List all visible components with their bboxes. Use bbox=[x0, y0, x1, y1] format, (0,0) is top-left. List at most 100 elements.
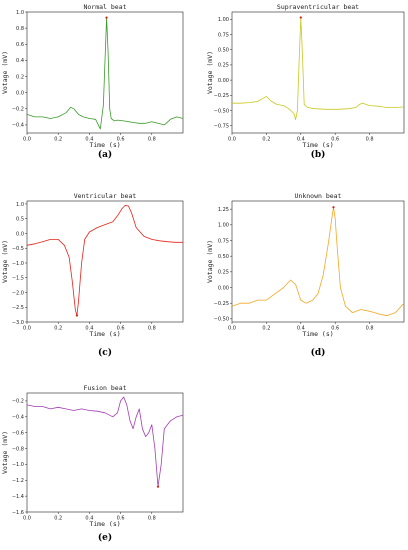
x-tick-label: 0.6 bbox=[117, 326, 125, 332]
x-tick-label: 0.4 bbox=[85, 326, 93, 332]
x-tick-label: 0.2 bbox=[54, 516, 62, 522]
ecg-series-line bbox=[231, 206, 405, 317]
ecg-series-line bbox=[232, 17, 405, 120]
chart-panel-1: Normal beat 0.0 0.2 0.4 0.6 0.8 −0.4 −0.2 0.0 0.2… bbox=[1, 3, 184, 160]
x-tick-label: 0.0 bbox=[23, 137, 31, 143]
y-axis-label: Votage (mV) bbox=[206, 240, 214, 283]
chart-title: Normal beat bbox=[83, 3, 126, 11]
x-tick-label: 0.0 bbox=[23, 326, 31, 332]
chart-title: Unknown beat bbox=[295, 192, 342, 200]
x-axis-label: Time (s) bbox=[89, 520, 120, 528]
y-tick-label: −3.0 bbox=[12, 320, 24, 326]
x-tick-label: 0.8 bbox=[148, 516, 156, 522]
x-tick-label: 0.4 bbox=[85, 137, 93, 143]
x-tick-label: 0.4 bbox=[297, 137, 305, 143]
ecg-series-line bbox=[26, 396, 184, 488]
panel-caption: (a) bbox=[98, 149, 112, 160]
chart-panel-2: Supraventricular beat 0.0 0.2 0.4 0.6 0.8 −0.7… bbox=[206, 3, 405, 160]
x-tick-label: 0.8 bbox=[366, 137, 374, 143]
y-tick-label: 0.50 bbox=[218, 47, 229, 53]
y-tick-label: −1.0 bbox=[12, 261, 24, 267]
y-tick-label: 0.75 bbox=[218, 238, 229, 244]
y-tick-label: −0.6 bbox=[12, 430, 24, 436]
x-axis-label: Time (s) bbox=[302, 141, 333, 149]
chart-title: Ventricular beat bbox=[74, 192, 137, 200]
y-tick-label: −0.2 bbox=[12, 399, 24, 405]
y-tick-label: 0.5 bbox=[16, 217, 24, 223]
x-tick-label: 0.0 bbox=[23, 516, 31, 522]
panel-caption: (d) bbox=[311, 347, 326, 358]
y-tick-label: −1.0 bbox=[12, 462, 24, 468]
x-tick-label: 0.2 bbox=[54, 137, 62, 143]
y-tick-label: −0.4 bbox=[12, 123, 24, 129]
y-tick-label: −0.5 bbox=[12, 246, 24, 252]
plot-frame bbox=[231, 200, 405, 323]
y-tick-label: −0.2 bbox=[12, 107, 24, 113]
y-axis-label: Votage (mV) bbox=[1, 51, 9, 94]
panel-caption: (e) bbox=[98, 532, 112, 543]
y-tick-label: −0.50 bbox=[214, 108, 229, 114]
x-tick-label: 0.6 bbox=[117, 137, 125, 143]
y-tick-label: 1.25 bbox=[218, 207, 229, 213]
x-tick-label: 0.2 bbox=[262, 137, 270, 143]
y-tick-label: 0.2 bbox=[16, 74, 24, 80]
y-tick-label: −1.2 bbox=[12, 478, 24, 484]
y-tick-label: −1.6 bbox=[12, 510, 24, 516]
y-tick-label: 0.00 bbox=[218, 285, 229, 291]
chart-panel-4: Unknown beat 0.0 0.2 0.4 0.6 0.8 −0.50 −0.25 0.0… bbox=[206, 192, 405, 358]
x-tick-label: 0.8 bbox=[148, 137, 156, 143]
y-axis-label: Votage (mV) bbox=[206, 51, 214, 94]
x-tick-label: 0.2 bbox=[262, 326, 270, 332]
y-tick-label: 1.00 bbox=[218, 17, 229, 23]
y-axis-label: Votage (mV) bbox=[1, 431, 9, 474]
panel-caption: (c) bbox=[98, 347, 112, 358]
y-tick-label: −0.4 bbox=[12, 415, 24, 421]
y-tick-label: 0.75 bbox=[218, 32, 229, 38]
y-tick-label: −0.25 bbox=[214, 301, 229, 307]
y-tick-label: 1.0 bbox=[16, 202, 24, 208]
x-axis-label: Time (s) bbox=[89, 141, 120, 149]
x-tick-label: 0.8 bbox=[148, 326, 156, 332]
x-tick-label: 0.2 bbox=[54, 326, 62, 332]
chart-title: Fusion beat bbox=[83, 384, 126, 392]
plot-frame bbox=[26, 392, 184, 513]
y-tick-label: 0.00 bbox=[218, 78, 229, 84]
y-tick-label: 0.25 bbox=[218, 270, 229, 276]
ecg-series-line bbox=[26, 204, 183, 316]
y-axis-label: Votage (mV) bbox=[1, 240, 9, 283]
plot-frame bbox=[231, 11, 405, 134]
x-tick-label: 0.6 bbox=[331, 326, 339, 332]
y-tick-label: 0.50 bbox=[218, 254, 229, 260]
x-tick-label: 0.4 bbox=[297, 326, 305, 332]
y-tick-label: −1.4 bbox=[12, 494, 24, 500]
x-tick-label: 0.6 bbox=[117, 516, 125, 522]
peak-marker bbox=[156, 485, 160, 488]
y-tick-label: −0.50 bbox=[214, 317, 229, 323]
x-axis-label: Time (s) bbox=[302, 330, 333, 338]
ecg-series-line bbox=[26, 17, 184, 130]
y-tick-label: −2.5 bbox=[12, 305, 24, 311]
y-tick-label: −0.75 bbox=[214, 124, 229, 130]
x-tick-label: 0.0 bbox=[228, 137, 236, 143]
x-tick-label: 0.6 bbox=[331, 137, 339, 143]
y-tick-label: 0.8 bbox=[16, 26, 24, 32]
x-tick-label: 0.4 bbox=[85, 516, 93, 522]
plot-frame bbox=[26, 11, 184, 134]
x-tick-label: 0.0 bbox=[228, 326, 236, 332]
y-tick-label: −0.8 bbox=[12, 446, 24, 452]
y-tick-label: −0.25 bbox=[214, 93, 229, 99]
y-tick-label: 0.4 bbox=[16, 58, 24, 64]
y-tick-label: 0.0 bbox=[16, 90, 24, 96]
chart-panel-5: Fusion beat 0.0 0.2 0.4 0.6 0.8 −1.6 −1.4 −1.2 −1… bbox=[1, 384, 184, 543]
chart-title: Supraventricular beat bbox=[277, 3, 359, 11]
y-tick-label: 1.00 bbox=[218, 223, 229, 229]
peak-marker bbox=[75, 314, 79, 317]
peak-marker bbox=[299, 16, 302, 19]
x-axis-label: Time (s) bbox=[89, 330, 120, 338]
y-tick-label: 0.6 bbox=[16, 42, 24, 48]
y-tick-label: 1.0 bbox=[16, 10, 24, 16]
plot-frame bbox=[26, 200, 184, 323]
panel-caption: (b) bbox=[311, 149, 326, 160]
y-tick-label: 0.25 bbox=[218, 63, 229, 69]
